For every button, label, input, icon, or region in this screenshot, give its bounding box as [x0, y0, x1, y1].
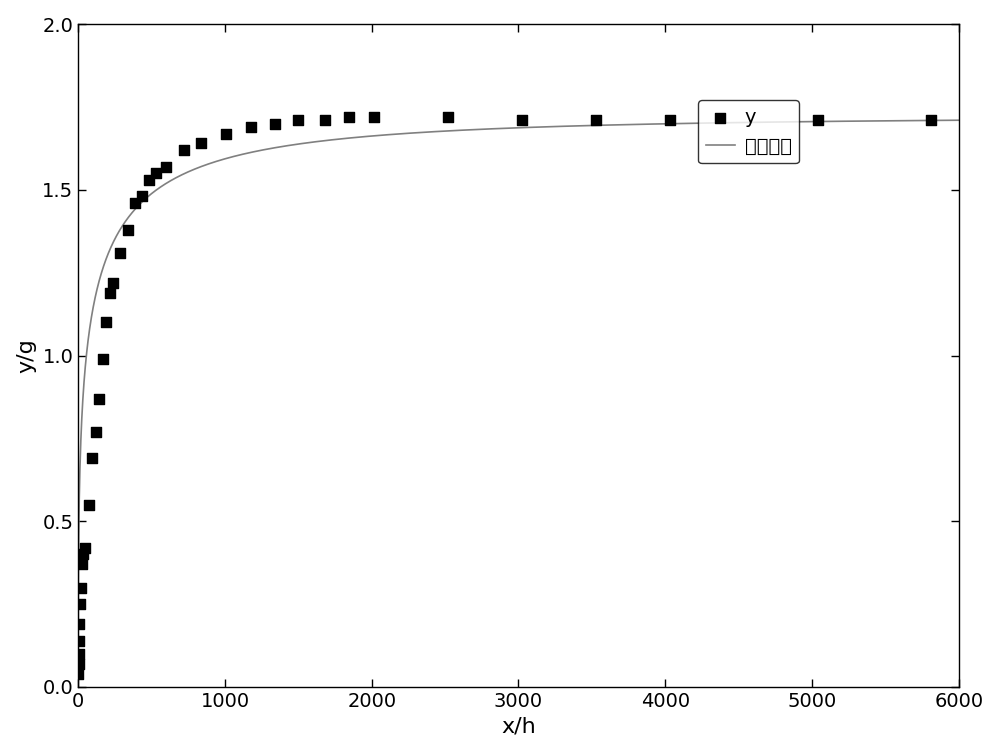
- y: [317, 114, 333, 127]
- y: [193, 138, 209, 150]
- y: [440, 111, 456, 123]
- 拟合方程: [729, 118, 741, 127]
- 拟合方程: [72, 675, 84, 684]
- y: [341, 111, 357, 123]
- y: [134, 191, 150, 203]
- y: [588, 114, 604, 127]
- 拟合方程: [953, 116, 965, 125]
- y: [71, 657, 87, 669]
- y: [70, 668, 86, 680]
- y: [72, 598, 88, 610]
- y: [810, 114, 826, 127]
- y: [243, 121, 259, 133]
- y: [77, 541, 93, 553]
- y: [71, 648, 87, 660]
- y: [84, 453, 100, 465]
- y: [218, 127, 234, 139]
- y: [112, 247, 128, 259]
- y: [105, 276, 121, 288]
- y: [73, 581, 89, 593]
- y: [923, 114, 939, 127]
- y: [102, 287, 118, 299]
- 拟合方程: [232, 151, 244, 160]
- 拟合方程: [796, 117, 808, 127]
- y: [158, 160, 174, 172]
- y: [74, 558, 90, 570]
- 拟合方程: [409, 128, 421, 137]
- y: [95, 353, 111, 365]
- y: [88, 425, 104, 437]
- y: [75, 548, 91, 560]
- y: [71, 618, 87, 630]
- y: [71, 635, 87, 647]
- y: [267, 117, 283, 130]
- y: [120, 224, 136, 236]
- y: [176, 144, 192, 156]
- Legend: y, 拟合方程: y, 拟合方程: [698, 100, 799, 163]
- y: [141, 174, 157, 186]
- y: [662, 114, 678, 127]
- y: [91, 392, 107, 404]
- Line: 拟合方程: 拟合方程: [78, 120, 959, 679]
- 拟合方程: [645, 120, 657, 129]
- Y-axis label: y/g: y/g: [17, 338, 37, 373]
- y: [148, 167, 164, 179]
- y: [290, 114, 306, 127]
- y: [127, 197, 143, 209]
- 拟合方程: [600, 120, 612, 130]
- y: [81, 498, 97, 511]
- y: [366, 111, 382, 123]
- X-axis label: x/h: x/h: [501, 716, 536, 736]
- y: [98, 316, 114, 328]
- y: [514, 114, 530, 127]
